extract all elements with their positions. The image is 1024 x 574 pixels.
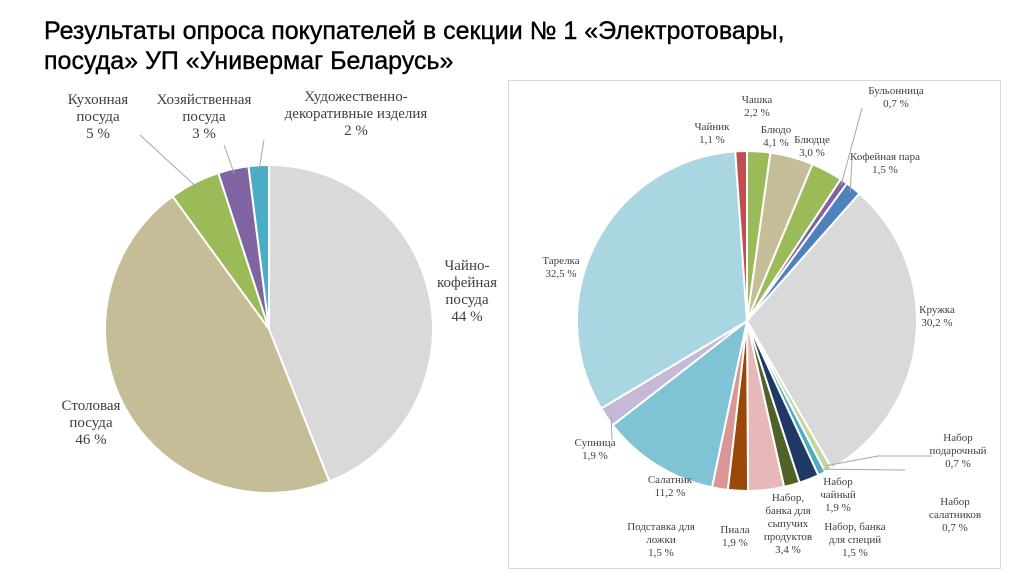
slice-чайник — [734, 149, 748, 322]
data-label-value-столовая-посуда: 46 % — [75, 432, 106, 448]
data-label-набор-банка-для-специй: Набор, банка — [824, 521, 885, 533]
data-label-value-кружка: 30,2 % — [921, 317, 952, 329]
data-label-блюдце: Блюдце — [794, 134, 830, 146]
leader-line-хозяйственная-посуда — [223, 144, 235, 174]
slice-чайно-кофейная-посуда — [268, 163, 434, 483]
data-label-набор-банка-для-сыпучих-продуктов: Набор, — [772, 492, 804, 504]
data-label-набор-банка-для-сыпучих-продуктов: банка для — [765, 505, 810, 517]
data-label-чайно-кофейная-посуда: Чайно- — [445, 258, 490, 274]
data-label-value-блюдце: 3,0 % — [799, 147, 825, 159]
data-label-бульонница: Бульонница — [868, 85, 924, 97]
data-label-столовая-посуда: посуда — [69, 415, 113, 431]
data-label-набор-подарочный: подарочный — [930, 445, 987, 457]
data-label-столовая-посуда: Столовая — [62, 398, 121, 414]
data-label-value-кофейная-пара: 1,5 % — [872, 164, 898, 176]
title-line-2: посуда» УП «Универмаг Беларусь» — [44, 47, 454, 75]
leader-line-бульонница — [840, 107, 863, 186]
data-label-value-набор-банка-для-сыпучих-продуктов: 3,4 % — [775, 544, 801, 556]
data-label-value-тарелка: 32,5 % — [545, 268, 576, 280]
data-label-value-хозяйственная-посуда: 3 % — [192, 126, 216, 142]
slice-тарелка — [576, 150, 749, 410]
data-label-value-салатник: 11,2 % — [655, 487, 686, 499]
data-label-художественно-декоративные-изделия: декоративные изделия — [285, 106, 428, 122]
leader-line-набор-салатников — [819, 468, 906, 471]
data-label-value-супница: 1,9 % — [582, 450, 608, 462]
data-label-набор-чайный: Набор — [823, 476, 853, 488]
data-label-value-блюдо: 4,1 % — [763, 137, 789, 149]
slice-столовая-посуда — [104, 194, 331, 494]
title-line-1: Результаты опроса покупателей в секции №… — [44, 17, 785, 45]
data-label-чайно-кофейная-посуда: посуда — [445, 292, 489, 308]
chart-frame-right — [508, 80, 1001, 569]
leader-line-художественно-декоративные-изделия — [258, 139, 265, 171]
slice-художественно-декоративные-изделия — [247, 163, 270, 330]
data-label-набор-банка-для-специй: для специй — [829, 534, 881, 546]
data-label-тарелка: Тарелка — [542, 255, 579, 267]
data-label-чайник: Чайник — [694, 121, 730, 133]
leader-line-набор-подарочный — [825, 455, 932, 467]
data-label-чашка: Чашка — [742, 94, 773, 106]
data-label-чайно-кофейная-посуда: кофейная — [437, 275, 497, 291]
data-label-кухонная-посуда: посуда — [76, 109, 120, 125]
data-label-кружка: Кружка — [919, 304, 955, 316]
data-label-подставка-для-ложки: Подставка для — [627, 521, 695, 533]
data-label-value-набор-подарочный: 0,7 % — [945, 458, 971, 470]
data-label-набор-банка-для-сыпучих-продуктов: продуктов — [764, 531, 812, 543]
data-label-value-чашка: 2,2 % — [744, 107, 770, 119]
slice-салатник — [611, 318, 749, 489]
data-label-value-кухонная-посуда: 5 % — [86, 126, 110, 142]
data-label-супница: Супница — [575, 437, 616, 449]
data-label-набор-салатников: салатников — [929, 509, 981, 521]
data-label-value-набор-банка-для-специй: 1,5 % — [842, 547, 868, 559]
leader-line-супница — [610, 414, 613, 441]
data-label-блюдо: Блюдо — [761, 124, 792, 136]
data-label-набор-чайный: чайный — [820, 489, 856, 501]
data-label-value-чайно-кофейная-посуда: 44 % — [451, 309, 482, 325]
data-label-хозяйственная-посуда: Хозяйственная — [157, 92, 252, 108]
data-label-value-набор-чайный: 1,9 % — [825, 502, 851, 514]
data-label-value-набор-салатников: 0,7 % — [942, 522, 968, 534]
leader-line-кофейная-пара — [849, 159, 853, 193]
data-label-набор-подарочный: Набор — [943, 432, 973, 444]
data-label-художественно-декоративные-изделия: Художественно- — [304, 89, 407, 105]
data-label-набор-банка-для-сыпучих-продуктов: сыпучих — [768, 518, 809, 530]
slice-кружка — [745, 192, 918, 470]
data-label-хозяйственная-посуда: посуда — [182, 109, 226, 125]
data-label-value-чайник: 1,1 % — [699, 134, 725, 146]
data-label-value-подставка-для-ложки: 1,5 % — [648, 547, 674, 559]
data-label-value-художественно-декоративные-изделия: 2 % — [344, 123, 368, 139]
data-label-кофейная-пара: Кофейная пара — [850, 151, 920, 163]
data-label-value-пиала: 1,9 % — [722, 537, 748, 549]
leader-line-кухонная-посуда — [139, 134, 198, 188]
data-label-value-бульонница: 0,7 % — [883, 98, 909, 110]
data-label-пиала: Пиала — [720, 524, 749, 536]
data-label-подставка-для-ложки: ложки — [646, 534, 676, 546]
data-label-салатник: Салатник — [648, 474, 693, 486]
data-label-набор-салатников: Набор — [940, 496, 970, 508]
data-label-кухонная-посуда: Кухонная — [68, 92, 129, 108]
page-title: Результаты опроса покупателей в секции №… — [44, 16, 974, 76]
